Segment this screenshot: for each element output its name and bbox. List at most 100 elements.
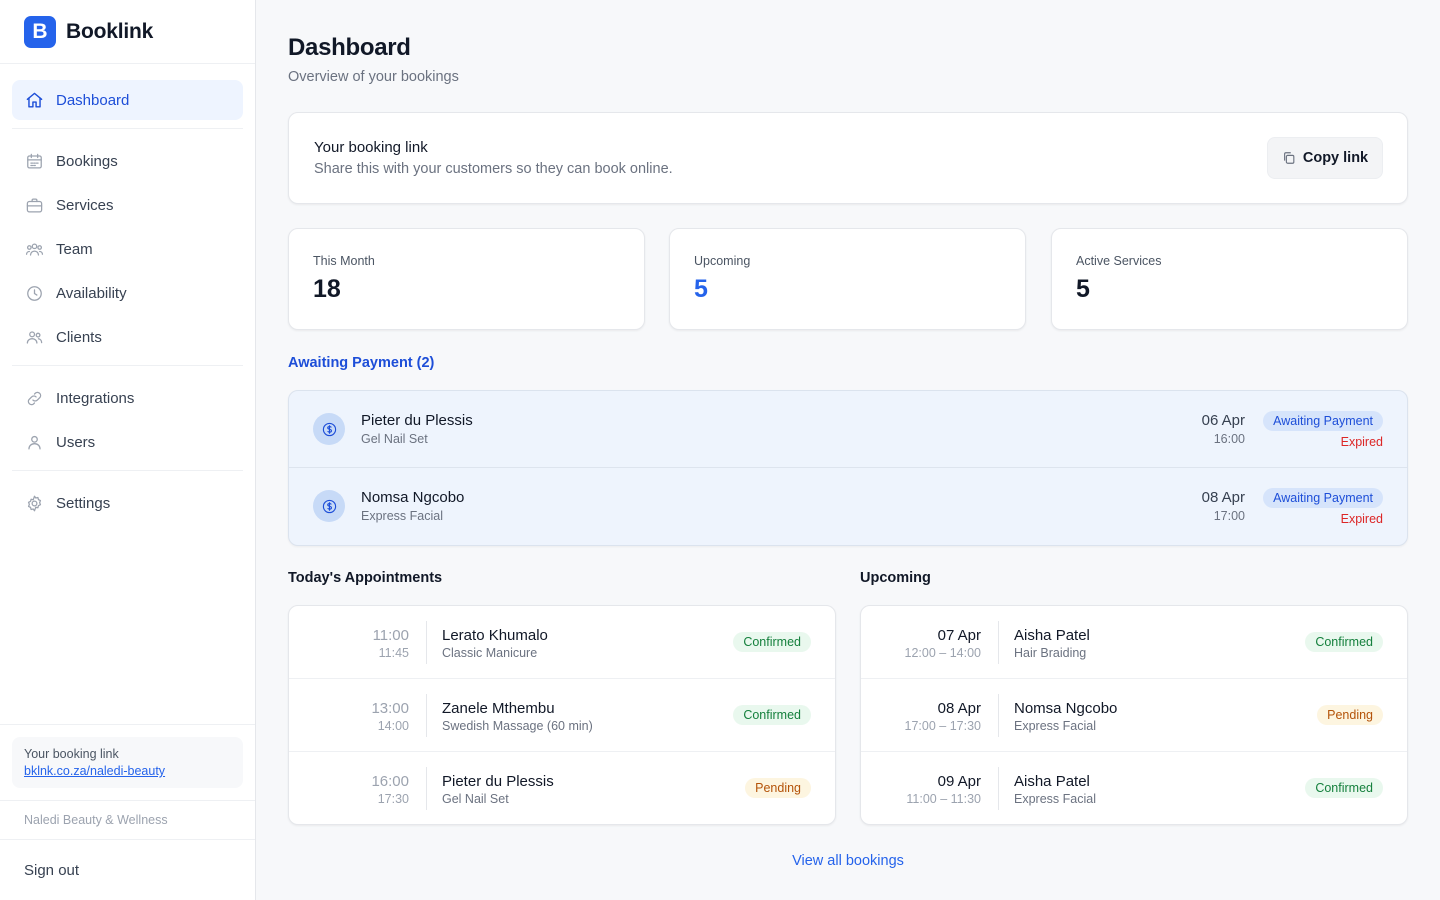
service-name: Gel Nail Set (361, 432, 428, 446)
client-name: Aisha Patel (1014, 627, 1090, 644)
service-name: Express Facial (361, 509, 443, 523)
booking-link-card: Your booking link bklnk.co.za/naledi-bea… (12, 737, 243, 788)
divider (998, 621, 999, 664)
list-item[interactable]: Nomsa Ngcobo Express Facial 08 Apr 17:00… (289, 468, 1407, 545)
upcoming-heading: Upcoming (860, 570, 931, 586)
sidebar-item-label: Team (56, 240, 93, 258)
booking-time: 17:00 (1213, 509, 1245, 523)
client-name: Aisha Patel (1014, 773, 1090, 790)
client-name: Lerato Khumalo (442, 627, 548, 644)
start-time: 16:00 (371, 773, 409, 790)
copy-link-label: Copy link (1302, 150, 1369, 166)
end-time: 11:45 (378, 646, 409, 660)
status-badge: Pending (1317, 705, 1383, 725)
service-name: Classic Manicure (442, 646, 538, 660)
sidebar-item-label: Settings (56, 494, 111, 512)
list-item[interactable]: 16:00 17:30 Pieter du Plessis Gel Nail S… (289, 752, 835, 824)
stat-card-upcoming: Upcoming 5 (669, 228, 1026, 330)
sidebar-item-settings[interactable]: Settings (12, 483, 243, 523)
copy-icon (1283, 152, 1295, 164)
start-time: 11:00 (372, 627, 409, 644)
sidebar-item-label: Availability (56, 284, 127, 302)
business-name: Naledi Beauty & Wellness (0, 800, 255, 839)
sidebar-item-availability[interactable]: Availability (12, 273, 243, 313)
sidebar-item-bookings[interactable]: Bookings (12, 141, 243, 181)
sidebar-nav: Dashboard Bookings Services Team Availa (0, 64, 255, 523)
sidebar-item-users[interactable]: Users (12, 422, 243, 462)
view-all-bookings-link[interactable]: View all bookings (792, 853, 904, 869)
time-range: 11:00 – 11:30 (906, 792, 981, 806)
sidebar-item-label: Services (56, 196, 114, 214)
expired-label: Expired (1340, 512, 1383, 526)
booking-date: 09 Apr (937, 773, 981, 790)
clock-icon (24, 283, 44, 303)
stat-value: 5 (694, 275, 708, 303)
list-item[interactable]: 11:00 11:45 Lerato Khumalo Classic Manic… (289, 606, 835, 679)
booking-time: 16:00 (1213, 432, 1245, 446)
brand[interactable]: B Booklink (0, 0, 255, 64)
todays-appointments-list: 11:00 11:45 Lerato Khumalo Classic Manic… (288, 605, 836, 825)
client-name: Nomsa Ngcobo (361, 489, 465, 506)
status-badge: Pending (745, 778, 811, 798)
dollar-icon (313, 413, 345, 445)
booking-link-panel: Your booking link Share this with your c… (288, 112, 1408, 204)
booking-date: 08 Apr (937, 700, 981, 717)
sidebar-divider (12, 365, 243, 366)
sidebar-item-label: Bookings (56, 152, 118, 170)
awaiting-payment-heading[interactable]: Awaiting Payment (2) (288, 355, 435, 371)
user-icon (24, 432, 44, 452)
link-icon (24, 388, 44, 408)
sidebar-item-label: Users (56, 433, 96, 451)
sidebar-footer: Your booking link bklnk.co.za/naledi-bea… (0, 724, 255, 900)
sign-out-button[interactable]: Sign out (0, 839, 255, 900)
booking-link-panel-subtitle: Share this with your customers so they c… (314, 161, 673, 177)
sidebar-item-dashboard[interactable]: Dashboard (12, 80, 243, 120)
brand-logo: B (24, 15, 56, 48)
stat-label: This Month (313, 254, 375, 268)
list-item[interactable]: Pieter du Plessis Gel Nail Set 06 Apr 16… (289, 391, 1407, 468)
client-name: Nomsa Ngcobo (1014, 700, 1118, 717)
sidebar-item-integrations[interactable]: Integrations (12, 378, 243, 418)
list-item[interactable]: 07 Apr 12:00 – 14:00 Aisha Patel Hair Br… (861, 606, 1407, 679)
sidebar-item-clients[interactable]: Clients (12, 317, 243, 357)
divider (426, 621, 427, 664)
status-badge: Confirmed (733, 632, 811, 652)
booking-link-panel-title: Your booking link (314, 139, 428, 156)
status-badge: Confirmed (1305, 778, 1383, 798)
time-range: 17:00 – 17:30 (904, 719, 981, 733)
stat-label: Active Services (1076, 254, 1162, 268)
end-time: 17:30 (377, 792, 409, 806)
sidebar-item-services[interactable]: Services (12, 185, 243, 225)
stat-card-active-services: Active Services 5 (1051, 228, 1408, 330)
service-name: Express Facial (1014, 719, 1096, 733)
calendar-icon (24, 151, 44, 171)
briefcase-icon (24, 195, 44, 215)
page-title: Dashboard (288, 34, 411, 61)
sidebar: B Booklink Dashboard Bookings Services (0, 0, 256, 900)
status-badge: Confirmed (1305, 632, 1383, 652)
brand-name: Booklink (66, 19, 154, 43)
list-item[interactable]: 08 Apr 17:00 – 17:30 Nomsa Ngcobo Expres… (861, 679, 1407, 752)
booking-date: 08 Apr (1201, 489, 1245, 506)
service-name: Hair Braiding (1014, 646, 1087, 660)
team-icon (24, 239, 44, 259)
users-icon (24, 327, 44, 347)
copy-link-button[interactable]: Copy link (1267, 137, 1383, 179)
sidebar-item-label: Dashboard (56, 91, 130, 109)
stat-card-this-month: This Month 18 (288, 228, 645, 330)
page-subtitle: Overview of your bookings (288, 69, 459, 85)
status-badge: Awaiting Payment (1263, 488, 1383, 508)
client-name: Zanele Mthembu (442, 700, 555, 717)
booking-date: 07 Apr (937, 627, 981, 644)
status-badge: Confirmed (733, 705, 811, 725)
todays-appointments-heading: Today's Appointments (288, 570, 443, 586)
gear-icon (24, 493, 44, 513)
sidebar-item-team[interactable]: Team (12, 229, 243, 269)
booking-link-url[interactable]: bklnk.co.za/naledi-beauty (24, 764, 166, 778)
start-time: 13:00 (371, 700, 409, 717)
list-item[interactable]: 13:00 14:00 Zanele Mthembu Swedish Massa… (289, 679, 835, 752)
sidebar-footer-divider: Your booking link bklnk.co.za/naledi-bea… (0, 724, 255, 788)
list-item[interactable]: 09 Apr 11:00 – 11:30 Aisha Patel Express… (861, 752, 1407, 824)
service-name: Swedish Massage (60 min) (442, 719, 593, 733)
status-badge: Awaiting Payment (1263, 411, 1383, 431)
